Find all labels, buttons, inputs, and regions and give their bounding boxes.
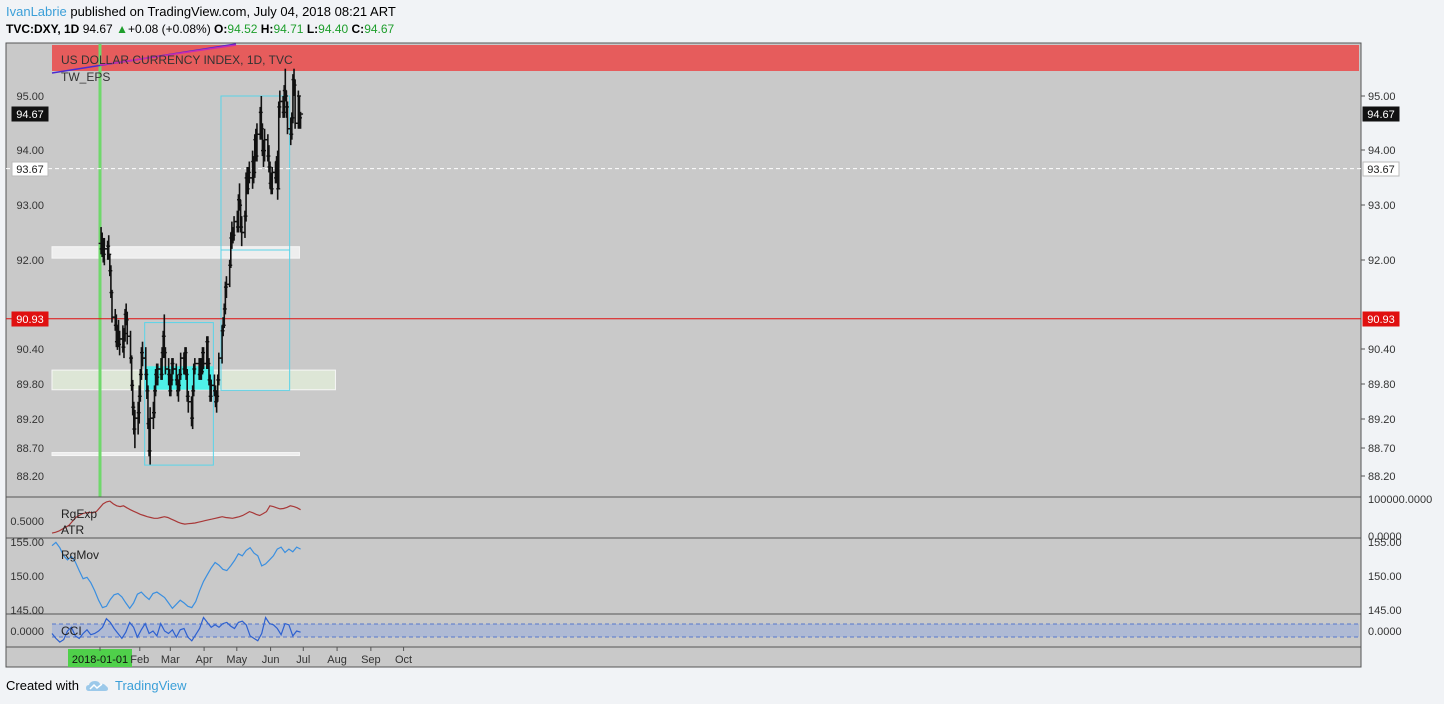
up-arrow-icon: ▲ bbox=[116, 22, 128, 36]
series-cci bbox=[51, 615, 301, 643]
pane-tick-right: 145.00 bbox=[1368, 605, 1402, 617]
open-label: O: bbox=[214, 22, 228, 36]
price-tick-right: 93.00 bbox=[1368, 200, 1396, 212]
price-badge bbox=[1362, 106, 1400, 122]
close-label: C: bbox=[351, 22, 365, 36]
x-tick-label: Oct bbox=[395, 654, 412, 666]
author-link[interactable]: IvanLabrie bbox=[6, 4, 67, 19]
price-badge-label: 94.67 bbox=[16, 109, 44, 121]
pane-label: CCI bbox=[61, 624, 82, 638]
price-tick-right: 88.70 bbox=[1368, 443, 1396, 455]
publish-info: IvanLabrie published on TradingView.com,… bbox=[6, 4, 396, 19]
pane-tick-left: 0.0000 bbox=[10, 626, 44, 638]
price-tick-right: 88.20 bbox=[1368, 471, 1396, 483]
pane-tick-right: 100000.0000 bbox=[1368, 494, 1432, 506]
pane-tick-right: 155.00 bbox=[1368, 537, 1402, 549]
price-tick-left: 88.20 bbox=[16, 471, 44, 483]
x-tick-label: Sep bbox=[361, 654, 381, 666]
price-tick-right: 90.40 bbox=[1368, 344, 1396, 356]
x-tick-label: Jul bbox=[296, 654, 310, 666]
pane-tick-right: 0.0000 bbox=[1368, 626, 1402, 638]
price-tick-left: 88.70 bbox=[16, 443, 44, 455]
price-badge bbox=[1362, 161, 1400, 177]
x-tick-label: Aug bbox=[327, 654, 347, 666]
indicator-panes: RgExpATRRgMovCCI0.5000100000.00000.00001… bbox=[6, 494, 1432, 643]
chart-title: US DOLLAR CURRENCY INDEX, 1D, TVC bbox=[61, 53, 293, 67]
price-tick-left: 95.00 bbox=[16, 91, 44, 103]
pane-tick-left: 145.00 bbox=[10, 605, 44, 617]
tradingview-link[interactable]: TradingView bbox=[114, 678, 187, 693]
x-tick-label: 2018-01-01 bbox=[72, 654, 128, 666]
pane-label: RgMov bbox=[61, 548, 99, 562]
created-with-text: Created with bbox=[6, 678, 79, 693]
price-tick-left: 89.80 bbox=[16, 379, 44, 391]
range-box bbox=[144, 322, 214, 466]
series-rgexp bbox=[51, 500, 301, 534]
footer: Created with TradingView bbox=[6, 678, 187, 693]
trend-line-2 bbox=[99, 44, 237, 66]
x-tick-label: Mar bbox=[161, 654, 180, 666]
price-tick-right: 95.00 bbox=[1368, 91, 1396, 103]
series-rgmov bbox=[51, 541, 301, 610]
price-badge bbox=[11, 161, 49, 177]
chart-frame bbox=[5, 42, 1362, 668]
ohlc-summary: TVC:DXY, 1D 94.67 ▲+0.08 (+0.08%) O:94.5… bbox=[6, 22, 394, 36]
price-badge-label: 90.93 bbox=[1367, 314, 1395, 326]
x-tick-label: Feb bbox=[130, 654, 149, 666]
price-tick-right: 89.20 bbox=[1368, 414, 1396, 426]
pane-tick-right: 0.0000 bbox=[1368, 531, 1402, 543]
price-tick-left: 90.40 bbox=[16, 344, 44, 356]
low-label: L: bbox=[306, 22, 319, 36]
price-badge bbox=[11, 106, 49, 122]
price-tick-left: 92.00 bbox=[16, 255, 44, 267]
cci-band bbox=[52, 624, 1359, 637]
close-value: 94.67 bbox=[364, 22, 395, 36]
pane-tick-right: 150.00 bbox=[1368, 571, 1402, 583]
high-value: 94.71 bbox=[273, 22, 304, 36]
open-value: 94.52 bbox=[227, 22, 258, 36]
symbol-label: TVC:DXY, 1D bbox=[6, 22, 80, 36]
indicator-label: TW_EPS bbox=[61, 70, 110, 84]
x-tick-label: May bbox=[226, 654, 247, 666]
x-tick-label: Jun bbox=[262, 654, 280, 666]
upper-support-zone bbox=[51, 246, 300, 259]
price-pane[interactable]: 95.00 95.00 94.00 94.00 93.00 93.00 92.00 92.00… bbox=[6, 43, 1400, 497]
price-tick-right: 89.80 bbox=[1368, 379, 1396, 391]
time-axis[interactable]: 2018-01-01 Feb Mar Apr May Jun Jul Aug Sep Oct bbox=[6, 646, 1361, 667]
price-badge bbox=[1362, 311, 1400, 327]
pane-label: RgExp bbox=[61, 507, 97, 521]
price-badge-label: 93.67 bbox=[16, 164, 44, 176]
date-badge bbox=[68, 649, 132, 667]
high-label: H: bbox=[260, 22, 274, 36]
resistance-band bbox=[52, 45, 1359, 71]
price-tick-right: 94.00 bbox=[1368, 145, 1396, 157]
price-tick-right: 92.00 bbox=[1368, 255, 1396, 267]
low-value: 94.40 bbox=[318, 22, 349, 36]
price-tick-left: 94.00 bbox=[16, 145, 44, 157]
published-text: published on TradingView.com, July 04, 2… bbox=[70, 4, 396, 19]
tradingview-cloud-icon bbox=[85, 680, 108, 691]
price-tick-left: 93.00 bbox=[16, 200, 44, 212]
price-badge bbox=[11, 311, 49, 327]
last-price: 94.67 bbox=[82, 22, 113, 36]
pane-tick-left: 150.00 bbox=[10, 571, 44, 583]
rally-box bbox=[220, 95, 291, 391]
x-tick-label: Apr bbox=[196, 654, 213, 666]
pane-tick-left: 0.5000 bbox=[10, 516, 44, 528]
pane-tick-left: 155.00 bbox=[10, 537, 44, 549]
price-badge-label: 94.67 bbox=[1367, 109, 1395, 121]
price-badge-label: 90.93 bbox=[16, 314, 44, 326]
change-value: +0.08 (+0.08%) bbox=[127, 22, 211, 36]
bottom-line-zone bbox=[51, 452, 300, 457]
price-tick-left: 89.20 bbox=[16, 414, 44, 426]
pane-label-2: ATR bbox=[61, 523, 84, 537]
price-badge-label: 93.67 bbox=[1367, 164, 1395, 176]
